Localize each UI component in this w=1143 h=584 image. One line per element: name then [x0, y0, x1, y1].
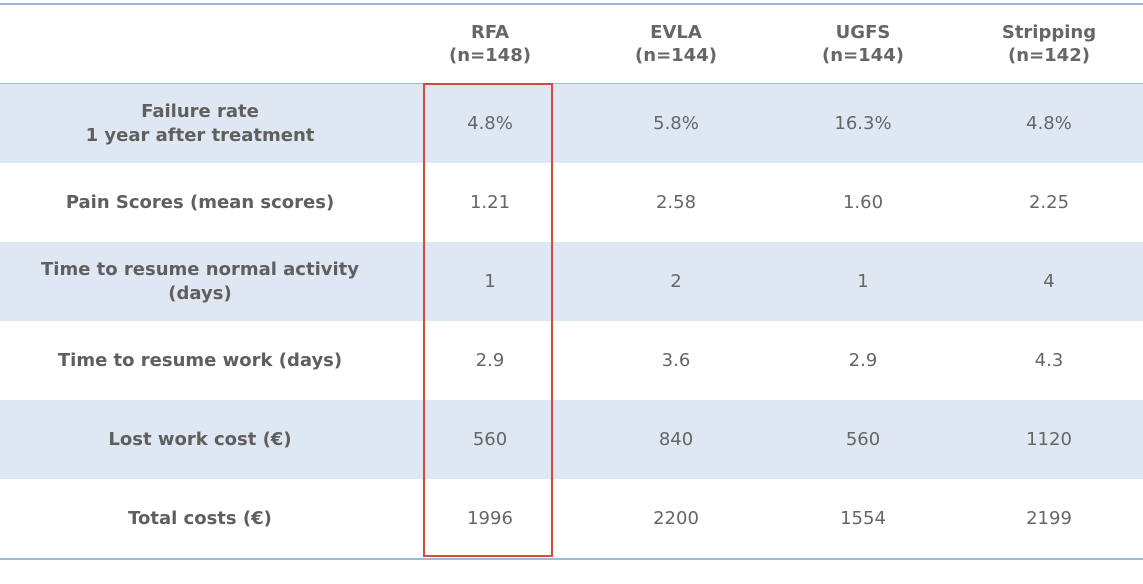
column-header-evla: EVLA (n=144) — [583, 5, 769, 83]
row-label: Time to resume work (days) — [57, 349, 343, 371]
column-header-name: RFA — [470, 22, 510, 43]
table-cell: 1554 — [840, 508, 886, 529]
table-row-failure-rate: Failure rate 1 year after treatment 4.8%… — [0, 84, 1143, 163]
table-row-total-costs: Total costs (€) 1996 2200 1554 2199 — [0, 479, 1143, 558]
table-cell: 3.6 — [661, 350, 691, 371]
row-label: Failure rate 1 year after treatment — [85, 100, 315, 146]
table-row-resume-work: Time to resume work (days) 2.9 3.6 2.9 4… — [0, 321, 1143, 400]
table-cell: 2200 — [653, 508, 699, 529]
table-cell: 1996 — [467, 508, 513, 529]
table-cell: 2.58 — [655, 192, 697, 213]
table-cell: 2199 — [1026, 508, 1072, 529]
row-label: Pain Scores (mean scores) — [65, 191, 335, 213]
table-cell: 4.8% — [467, 113, 513, 134]
table-header-row: RFA (n=148) EVLA (n=144) UGFS (n=144) St… — [0, 5, 1143, 84]
rfa-column-highlight — [423, 83, 553, 557]
table-row-lost-work-cost: Lost work cost (€) 560 840 560 1120 — [0, 400, 1143, 479]
table-top-rule — [0, 3, 1143, 5]
table-cell: 840 — [658, 429, 694, 450]
table-cell: 4.8% — [1026, 113, 1072, 134]
table-cell: 1.60 — [842, 192, 884, 213]
table-cell: 2.9 — [848, 350, 878, 371]
table-bottom-rule — [0, 558, 1143, 560]
column-header-n: (n=148) — [449, 45, 531, 66]
table-row-normal-activity: Time to resume normal activity (days) 1 … — [0, 242, 1143, 321]
column-header-rfa: RFA (n=148) — [397, 5, 583, 83]
row-label: Time to resume normal activity (days) — [41, 258, 359, 304]
table-cell: 1 — [484, 271, 496, 292]
table-cell: 2 — [670, 271, 682, 292]
table-cell: 4 — [1043, 271, 1055, 292]
table-cell: 2.25 — [1028, 192, 1070, 213]
column-header-n: (n=144) — [822, 45, 904, 66]
row-label: Total costs (€) — [128, 507, 272, 529]
column-header-n: (n=144) — [635, 45, 717, 66]
table-cell: 1120 — [1026, 429, 1072, 450]
table-cell: 16.3% — [834, 113, 892, 134]
column-header-name: Stripping — [1001, 22, 1097, 43]
table-cell: 4.3 — [1034, 350, 1064, 371]
row-label: Lost work cost (€) — [108, 428, 292, 450]
table-cell: 560 — [472, 429, 508, 450]
table-cell: 5.8% — [653, 113, 699, 134]
table-cell: 560 — [845, 429, 881, 450]
column-header-ugfs: UGFS (n=144) — [770, 5, 956, 83]
column-header-name: UGFS — [835, 22, 891, 43]
table-cell: 1.21 — [469, 192, 511, 213]
column-header-stripping: Stripping (n=142) — [956, 5, 1142, 83]
column-header-n: (n=142) — [1008, 45, 1090, 66]
table-row-pain-scores: Pain Scores (mean scores) 1.21 2.58 1.60… — [0, 163, 1143, 242]
column-header-name: EVLA — [650, 22, 702, 43]
table-cell: 2.9 — [475, 350, 505, 371]
table-cell: 1 — [857, 271, 869, 292]
